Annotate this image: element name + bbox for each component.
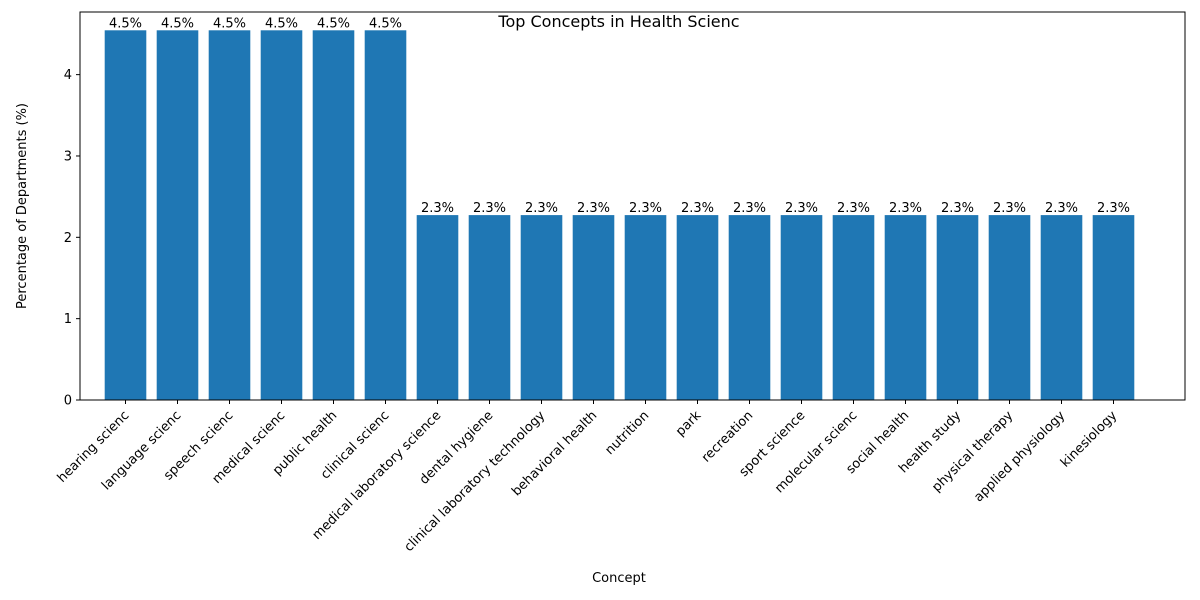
bar <box>364 30 407 401</box>
bar <box>832 215 875 400</box>
y-axis: 0 1 2 3 4 <box>64 68 80 409</box>
bar-data-label: 2.3% <box>785 201 818 216</box>
bar-data-label: 2.3% <box>889 201 922 216</box>
bar <box>1092 215 1135 400</box>
bar <box>312 30 355 401</box>
bar-data-label: 2.3% <box>1097 201 1130 216</box>
bar-data-label: 2.3% <box>629 201 662 216</box>
bar-data-label: 4.5% <box>369 16 402 31</box>
bar-data-label: 4.5% <box>265 16 298 31</box>
y-tick-label: 3 <box>64 149 72 164</box>
x-tick-label: park <box>673 408 705 440</box>
bar <box>624 215 667 400</box>
data-labels-group: 4.5% 4.5% 4.5% 4.5% 4.5% 4.5% 2.3% 2.3% 2.3% 2.3%… <box>109 16 1130 216</box>
bar-data-label: 4.5% <box>213 16 246 31</box>
x-axis-label: Concept <box>592 571 646 586</box>
bar-data-label: 2.3% <box>1045 201 1078 216</box>
x-tick-label: nutrition <box>603 408 653 458</box>
bar <box>572 215 615 400</box>
plot-frame <box>79 11 1186 401</box>
bar <box>156 30 199 401</box>
bar <box>988 215 1031 400</box>
y-tick-label: 4 <box>64 68 72 83</box>
x-tick-label: applied physiology <box>971 408 1068 505</box>
y-tick-label: 1 <box>64 312 72 327</box>
y-tick-label: 0 <box>64 394 72 409</box>
bar <box>676 215 719 400</box>
bar <box>468 215 511 400</box>
bar <box>104 30 147 401</box>
bar <box>260 30 303 401</box>
bar <box>780 215 823 400</box>
bar-data-label: 2.3% <box>941 201 974 216</box>
bar <box>936 215 979 400</box>
chart-title: Top Concepts in Health Scienc <box>497 12 739 31</box>
bar-data-label: 4.5% <box>161 16 194 31</box>
bar-data-label: 2.3% <box>733 201 766 216</box>
bar-data-label: 2.3% <box>473 201 506 216</box>
bar-data-label: 2.3% <box>421 201 454 216</box>
y-axis-label: Percentage of Departments (%) <box>15 103 30 309</box>
bar-data-label: 2.3% <box>993 201 1026 216</box>
bar <box>208 30 251 401</box>
bar-data-label: 2.3% <box>577 201 610 216</box>
x-tick-label: kinesiology <box>1058 408 1121 471</box>
bar-data-label: 2.3% <box>681 201 714 216</box>
bar <box>416 215 459 400</box>
bar-data-label: 4.5% <box>317 16 350 31</box>
bar <box>884 215 927 400</box>
bar-data-label: 4.5% <box>109 16 142 31</box>
bar <box>1040 215 1083 400</box>
bar <box>728 215 771 400</box>
bar-data-label: 2.3% <box>525 201 558 216</box>
y-tick-label: 2 <box>64 231 72 246</box>
bars-group <box>104 30 1135 401</box>
bar-data-label: 2.3% <box>837 201 870 216</box>
bar <box>520 215 563 400</box>
